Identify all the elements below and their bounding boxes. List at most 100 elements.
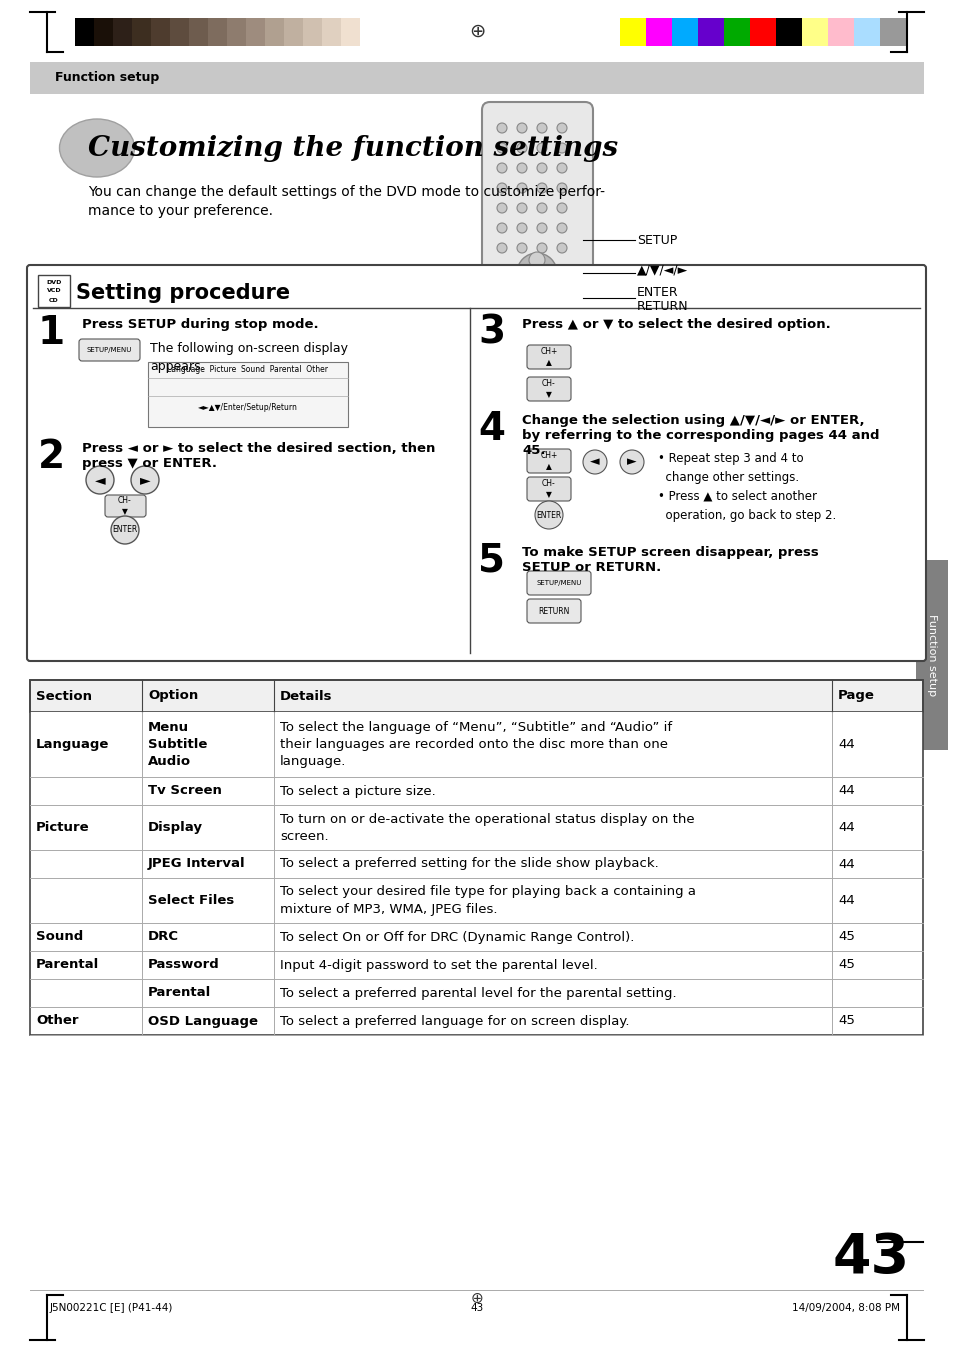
Circle shape: [517, 143, 526, 153]
Text: DRC: DRC: [148, 931, 179, 943]
Circle shape: [517, 290, 526, 300]
Circle shape: [537, 143, 546, 153]
Text: Other: Other: [36, 1015, 78, 1028]
Text: ◄: ◄: [590, 455, 599, 469]
Text: Parental: Parental: [148, 986, 211, 1000]
Bar: [827, 18, 853, 46]
Text: SETUP: SETUP: [637, 234, 677, 246]
Text: CH-
▼: CH- ▼: [118, 496, 132, 516]
Text: 2: 2: [38, 438, 65, 476]
Text: Option: Option: [148, 689, 198, 703]
FancyBboxPatch shape: [526, 571, 590, 594]
Text: 44: 44: [837, 821, 854, 834]
Bar: [322, 18, 340, 46]
Circle shape: [517, 182, 526, 193]
Text: Sound: Sound: [36, 931, 83, 943]
Text: CD: CD: [49, 297, 59, 303]
Text: OSD Language: OSD Language: [148, 1015, 257, 1028]
Text: Input 4-digit password to set the parental level.: Input 4-digit password to set the parent…: [280, 958, 598, 971]
Text: Customizing the function settings: Customizing the function settings: [88, 135, 618, 162]
Ellipse shape: [59, 119, 134, 177]
Circle shape: [497, 243, 506, 253]
Circle shape: [557, 304, 566, 313]
Circle shape: [497, 223, 506, 232]
Circle shape: [537, 123, 546, 132]
Text: CH+
▲: CH+ ▲: [539, 347, 558, 366]
Bar: [853, 18, 879, 46]
FancyBboxPatch shape: [526, 477, 571, 501]
Bar: [265, 18, 284, 46]
FancyBboxPatch shape: [27, 265, 925, 661]
Circle shape: [532, 267, 541, 278]
Circle shape: [557, 123, 566, 132]
Circle shape: [582, 450, 606, 474]
Bar: [801, 18, 827, 46]
Text: Language  Picture  Sound  Parental  Other: Language Picture Sound Parental Other: [168, 366, 328, 374]
Circle shape: [497, 203, 506, 213]
Bar: [30, 878, 923, 923]
Text: SETUP/MENU: SETUP/MENU: [536, 580, 581, 586]
Text: Select Files: Select Files: [148, 894, 234, 907]
Text: Tv Screen: Tv Screen: [148, 785, 222, 797]
Bar: [30, 680, 923, 712]
Circle shape: [557, 163, 566, 173]
Bar: [30, 712, 923, 777]
Circle shape: [497, 143, 506, 153]
Circle shape: [557, 203, 566, 213]
Text: Function setup: Function setup: [55, 72, 159, 85]
Text: CH-
▼: CH- ▼: [541, 380, 556, 399]
Circle shape: [557, 223, 566, 232]
Circle shape: [517, 203, 526, 213]
Text: J5N00221C [E] (P41-44): J5N00221C [E] (P41-44): [50, 1302, 173, 1313]
FancyBboxPatch shape: [79, 339, 140, 361]
Text: ENTER: ENTER: [112, 526, 137, 535]
Text: To make SETUP screen disappear, press
SETUP or RETURN.: To make SETUP screen disappear, press SE…: [521, 546, 818, 574]
Text: 45: 45: [837, 958, 854, 971]
Circle shape: [529, 253, 544, 267]
Text: CH-
▼: CH- ▼: [541, 480, 556, 499]
Bar: [723, 18, 749, 46]
Bar: [284, 18, 303, 46]
Text: To select the language of “Menu”, “Subtitle” and “Audio” if
their languages are : To select the language of “Menu”, “Subti…: [280, 721, 672, 767]
Text: 14/09/2004, 8:08 PM: 14/09/2004, 8:08 PM: [791, 1302, 899, 1313]
Text: 44: 44: [837, 858, 854, 870]
Text: Password: Password: [148, 958, 219, 971]
Circle shape: [557, 143, 566, 153]
Circle shape: [619, 450, 643, 474]
Text: Section: Section: [36, 689, 91, 703]
Bar: [340, 18, 359, 46]
Text: JPEG Interval: JPEG Interval: [148, 858, 245, 870]
Text: Language: Language: [36, 738, 110, 751]
Bar: [30, 62, 923, 95]
Circle shape: [516, 265, 532, 281]
Text: ►: ►: [626, 455, 637, 469]
Text: DVD: DVD: [47, 280, 62, 285]
Text: To select a picture size.: To select a picture size.: [280, 785, 436, 797]
Bar: [208, 18, 227, 46]
Text: 43: 43: [470, 1302, 483, 1313]
Text: RETURN: RETURN: [537, 607, 569, 616]
Circle shape: [537, 223, 546, 232]
Circle shape: [557, 290, 566, 300]
Text: 45: 45: [837, 931, 854, 943]
Bar: [170, 18, 189, 46]
Bar: [30, 1006, 923, 1035]
Text: To select a preferred language for on screen display.: To select a preferred language for on sc…: [280, 1015, 629, 1028]
Bar: [75, 18, 94, 46]
FancyBboxPatch shape: [526, 377, 571, 401]
Circle shape: [535, 501, 562, 530]
Circle shape: [537, 243, 546, 253]
Text: RETURN: RETURN: [637, 300, 688, 312]
Text: 45: 45: [837, 1015, 854, 1028]
Text: 44: 44: [837, 894, 854, 907]
FancyBboxPatch shape: [526, 598, 580, 623]
Text: Change the selection using ▲/▼/◄/► or ENTER,
by referring to the corresponding p: Change the selection using ▲/▼/◄/► or EN…: [521, 413, 879, 457]
Bar: [879, 18, 905, 46]
Text: 44: 44: [837, 785, 854, 797]
Text: Press ◄ or ► to select the desired section, then
press ▼ or ENTER.: Press ◄ or ► to select the desired secti…: [82, 442, 435, 470]
Bar: [30, 805, 923, 850]
Text: To turn on or de-activate the operational status display on the
screen.: To turn on or de-activate the operationa…: [280, 812, 694, 843]
Bar: [132, 18, 151, 46]
Text: Picture: Picture: [36, 821, 90, 834]
Text: SETUP/MENU: SETUP/MENU: [86, 347, 132, 353]
